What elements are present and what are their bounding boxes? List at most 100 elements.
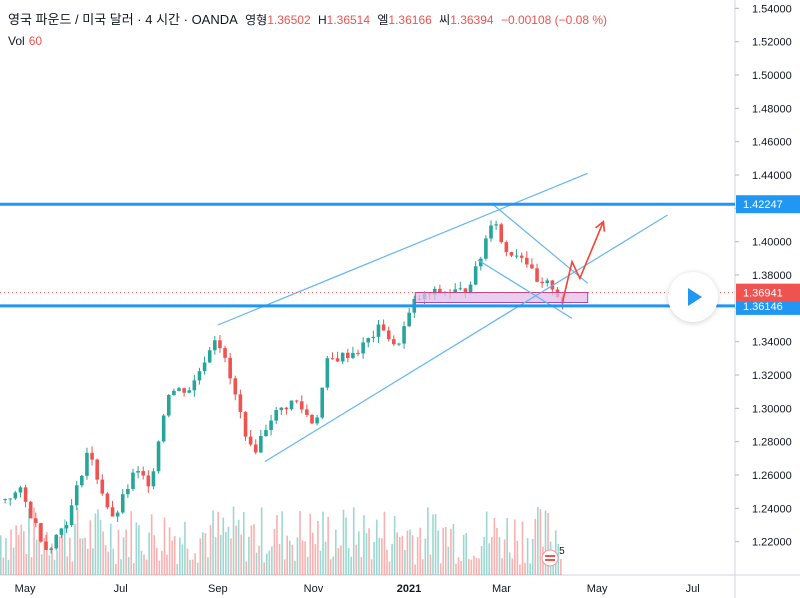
volume-bar — [5, 538, 7, 575]
symbol-legend: 영국 파운드 / 미국 달러 · 4 시간 · OANDA 영형1.36502 … — [8, 9, 607, 28]
candle-body — [264, 430, 268, 436]
volume-bar — [383, 511, 386, 575]
candle-body — [13, 492, 18, 499]
volume-bar — [130, 511, 133, 575]
candle-body — [345, 352, 350, 358]
volume-bar — [255, 552, 258, 575]
candle-body — [392, 339, 396, 345]
candle-body — [294, 400, 299, 402]
candle-body — [494, 224, 498, 226]
candle-body — [156, 441, 161, 472]
candle-body — [223, 348, 227, 358]
candle-body — [39, 522, 43, 542]
volume-bar — [122, 537, 125, 575]
symbol-title[interactable]: 영국 파운드 / 미국 달러 · 4 시간 · OANDA — [8, 12, 238, 27]
candle-body — [335, 358, 340, 362]
y-tick-label: 1.34000 — [752, 337, 792, 349]
volume-bar — [173, 536, 176, 575]
replay-button[interactable] — [668, 272, 718, 322]
volume-bar — [322, 511, 324, 575]
candle-body — [44, 541, 48, 550]
volume-bar — [396, 532, 398, 575]
volume-bar — [232, 506, 235, 575]
volume-bar — [94, 513, 97, 575]
volume-bar — [340, 545, 342, 575]
candle-body — [489, 225, 493, 239]
x-tick-label: Jul — [114, 583, 128, 595]
volume-bar — [503, 539, 506, 575]
volume-bar — [291, 544, 294, 575]
candle-body — [463, 288, 468, 293]
volume-bar — [335, 529, 337, 575]
candle-body — [453, 289, 458, 293]
volume-bar — [455, 563, 457, 575]
volume-bar — [155, 547, 158, 575]
volume-bar — [332, 556, 335, 575]
volume-bar — [102, 531, 104, 575]
volume-bar — [560, 559, 562, 575]
volume-bar — [242, 511, 245, 575]
candle-body — [90, 452, 94, 460]
volume-bar — [43, 537, 46, 575]
candle-body — [509, 252, 514, 256]
y-tick-label: 1.38000 — [752, 270, 792, 282]
candle-body — [28, 501, 33, 519]
candle-body — [64, 525, 69, 529]
volume-bar — [148, 532, 150, 575]
volume-bar — [450, 529, 452, 575]
volume-bar — [347, 548, 350, 575]
y-tick-label: 1.24000 — [752, 503, 792, 515]
volume-bar — [69, 537, 71, 575]
volume-bar — [294, 560, 296, 575]
volume-bar — [40, 554, 43, 575]
volume-bar — [28, 508, 30, 575]
y-tick-label: 1.48000 — [752, 103, 792, 115]
volume-bar — [145, 559, 148, 575]
volume-bar — [483, 537, 485, 575]
volume-bar — [71, 561, 74, 575]
volume-bar — [30, 557, 33, 575]
x-tick-label: 2021 — [397, 583, 421, 595]
volume-bar — [127, 557, 130, 575]
candle-series — [3, 220, 565, 554]
volume-bar — [478, 558, 480, 575]
volume-bar — [414, 564, 416, 575]
candle-body — [253, 444, 258, 453]
volume-bar — [416, 537, 419, 575]
event-flag-stripe — [545, 555, 556, 557]
falling-channel-upper — [493, 204, 589, 284]
candle-body — [238, 394, 243, 412]
volume-bar — [271, 546, 273, 575]
volume-bar — [544, 510, 547, 575]
volume-legend: Vol 60 — [8, 34, 42, 48]
volume-bar — [66, 556, 69, 575]
volume-bar — [112, 548, 115, 575]
candle-body — [371, 336, 376, 339]
volume-bar — [493, 518, 496, 575]
volume-bar — [375, 519, 378, 575]
volume-bar — [480, 545, 483, 575]
volume-bar — [33, 507, 35, 575]
falling-channel-lower — [477, 259, 573, 319]
volume-bar — [12, 547, 15, 575]
volume-bar — [171, 540, 173, 575]
volume-bar — [524, 562, 526, 575]
candle-body — [432, 288, 437, 295]
volume-bar — [424, 538, 427, 575]
volume-bar — [35, 539, 38, 575]
volume-bar — [99, 520, 102, 575]
candle-body — [69, 505, 74, 526]
volume-bar — [230, 538, 232, 575]
volume-bar — [299, 510, 301, 575]
candle-body — [115, 512, 120, 517]
volume-bar — [539, 509, 542, 575]
candle-body — [504, 242, 509, 253]
volume-bar — [447, 546, 450, 575]
volume-bar — [342, 509, 345, 575]
volume-bar — [202, 532, 204, 575]
volume-bar — [258, 545, 260, 575]
volume-bar — [23, 531, 25, 575]
volume-bar — [439, 563, 442, 575]
volume-bar — [301, 540, 304, 575]
